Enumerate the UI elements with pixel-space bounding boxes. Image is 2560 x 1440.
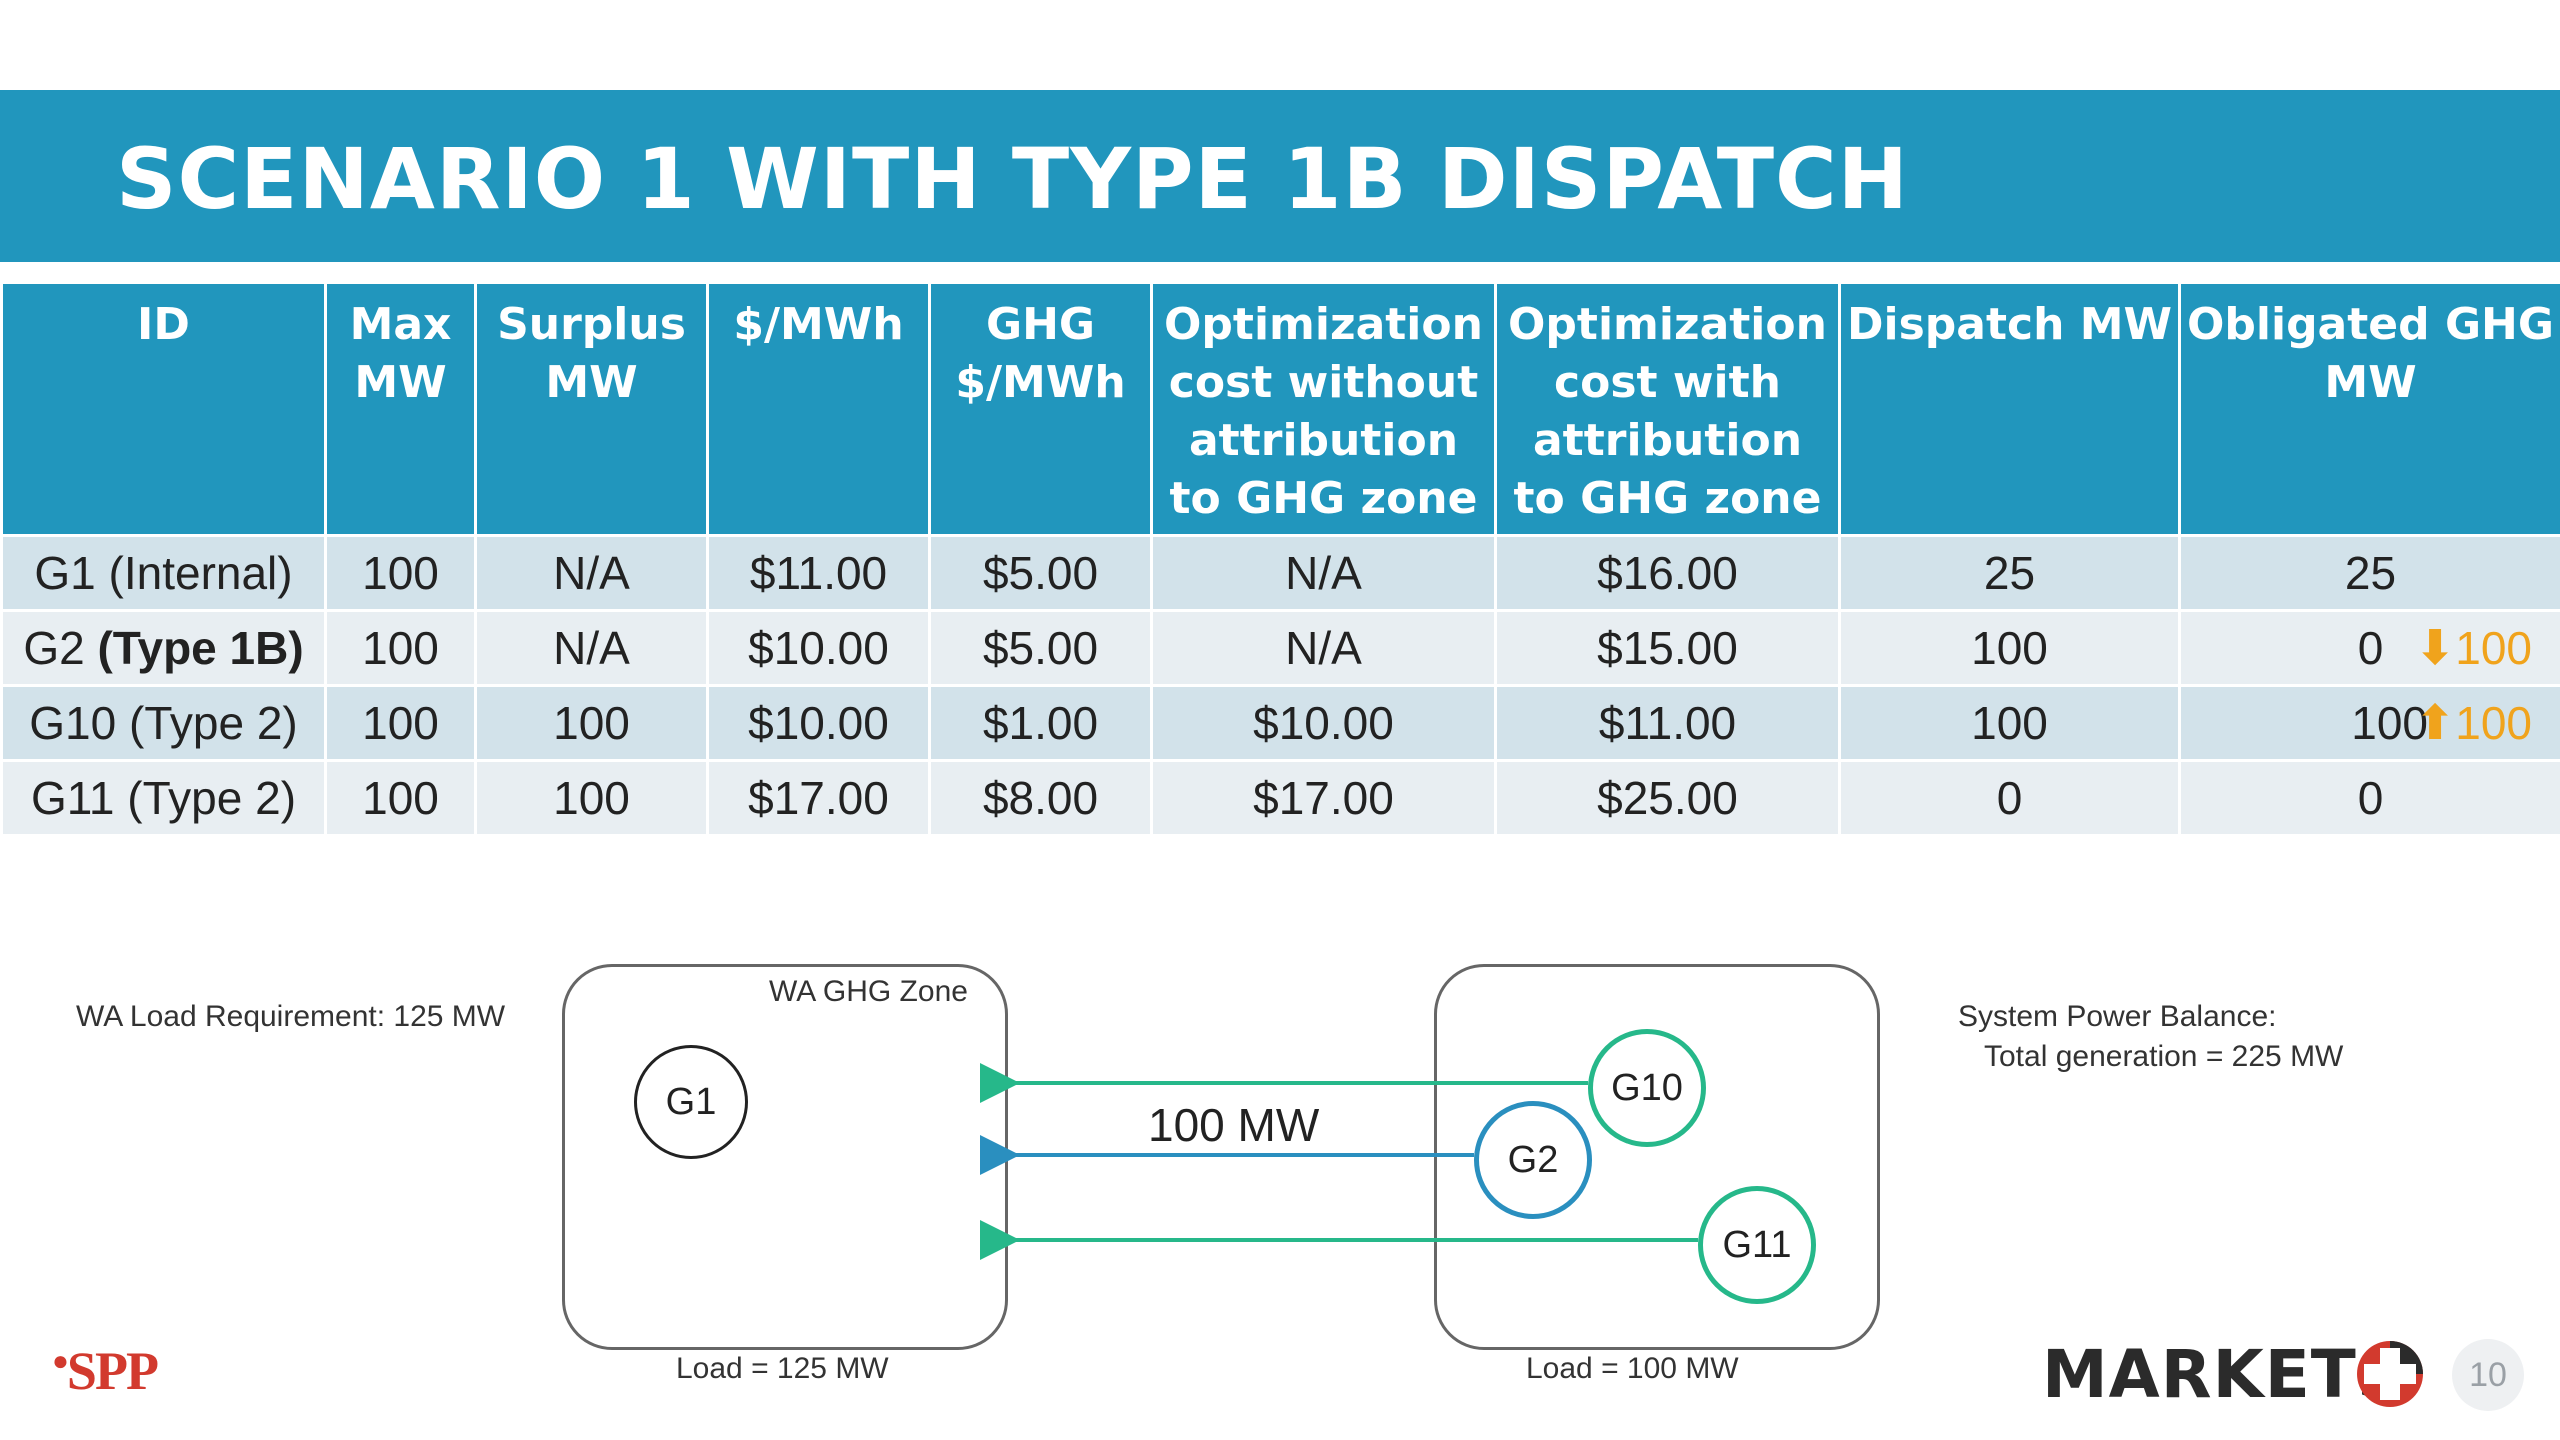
ghg-price-cell: $8.00 [928,759,1153,837]
header-ghg-price: GHG $/MWh [928,281,1153,537]
price-cell: $10.00 [706,609,931,687]
obligated-mw-value: 100 [2351,697,2428,749]
cost-without-cell: $10.00 [1150,684,1497,762]
generator-name: G10 [29,697,129,749]
table-header-row: ID Max MW Surplus MW $/MWh GHG $/MWh Opt… [0,281,2560,537]
price-cell: $10.00 [706,684,931,762]
generator-name: G2 [23,622,98,674]
header-price: $/MWh [706,281,931,537]
generator-name: G11 [30,772,128,824]
max-mw-cell: 100 [324,759,477,837]
ghg-price-cell: $1.00 [928,684,1153,762]
wa-zone-label: WA GHG Zone [769,975,968,1008]
header-obligated-mw: Obligated GHG MW [2178,281,2560,537]
generator-type: (Internal) [108,547,293,599]
wa-load-requirement: WA Load Requirement: 125 MW [76,1000,506,1033]
header-cost-with: Optimization cost with attribution to GH… [1494,281,1841,537]
table-row: G11 (Type 2) 100 100 $17.00 $8.00 $17.00… [0,759,2560,837]
dispatch-mw-cell: 25 [1838,534,2181,612]
obligated-mw-cell: 0 [2178,759,2560,837]
obligated-mw-value: 0 [2357,622,2384,674]
price-cell: $11.00 [706,534,931,612]
slide-title: SCENARIO 1 WITH TYPE 1B DISPATCH [116,130,1909,228]
change-value: 100 [2455,622,2532,674]
table-row: G10 (Type 2) 100 100 $10.00 $1.00 $10.00… [0,684,2560,762]
row-id: G2 (Type 1B) [0,609,327,687]
generator-g2: G2 [1474,1101,1592,1219]
generator-type: (Type 2) [129,697,298,749]
dispatch-mw-cell: 0 [1838,759,2181,837]
markets-logo: MARKETS [2042,1336,2406,1413]
header-cost-without: Optimization cost without attribution to… [1150,281,1497,537]
header-id: ID [0,281,327,537]
surplus-mw-cell: N/A [474,609,709,687]
obligated-mw-value: 25 [2344,547,2397,599]
system-balance-title: System Power Balance: [1958,1000,2277,1033]
cost-without-cell: N/A [1150,609,1497,687]
obligated-mw-cell: 100 ⬆100 [2178,684,2560,762]
header-dispatch-mw: Dispatch MW [1838,281,2181,537]
row-id: G1 (Internal) [0,534,327,612]
cost-with-cell: $15.00 [1494,609,1841,687]
ghg-price-cell: $5.00 [928,534,1153,612]
wa-ghg-zone-box: WA GHG Zone [562,964,1008,1350]
spp-logo-text: SPP [66,1341,159,1401]
dispatch-mw-cell: 100 [1838,684,2181,762]
obligation-change: ⬆100 [2415,695,2532,751]
markets-plus-icon [2357,1341,2423,1407]
arrow-down-icon: ⬇ [2415,622,2456,675]
surplus-mw-cell: 100 [474,759,709,837]
max-mw-cell: 100 [324,684,477,762]
price-cell: $17.00 [706,759,931,837]
page-number: 10 [2452,1339,2524,1411]
arrow-up-icon: ⬆ [2415,697,2456,750]
generator-name: G1 [34,547,109,599]
cost-with-cell: $16.00 [1494,534,1841,612]
obligated-mw-value: 0 [2357,772,2384,824]
table-row: G2 (Type 1B) 100 N/A $10.00 $5.00 N/A $1… [0,609,2560,687]
obligation-change: ⬇100 [2415,620,2532,676]
cost-without-cell: $17.00 [1150,759,1497,837]
row-id: G11 (Type 2) [0,759,327,837]
left-load-label: Load = 125 MW [676,1352,889,1385]
surplus-mw-cell: 100 [474,684,709,762]
row-id: G10 (Type 2) [0,684,327,762]
title-band: SCENARIO 1 WITH TYPE 1B DISPATCH [0,90,2560,262]
header-max-mw: Max MW [324,281,477,537]
generator-g1: G1 [634,1045,748,1159]
right-load-label: Load = 100 MW [1526,1352,1739,1385]
surplus-mw-cell: N/A [474,534,709,612]
cost-with-cell: $11.00 [1494,684,1841,762]
system-balance-total: Total generation = 225 MW [1984,1040,2344,1073]
max-mw-cell: 100 [324,609,477,687]
max-mw-cell: 100 [324,534,477,612]
header-surplus-mw: Surplus MW [474,281,709,537]
cost-without-cell: N/A [1150,534,1497,612]
generator-g11: G11 [1698,1186,1816,1304]
dispatch-mw-cell: 100 [1838,609,2181,687]
generator-type: (Type 2) [127,772,297,824]
ghg-price-cell: $5.00 [928,609,1153,687]
spp-dot-icon: ● [52,1346,69,1377]
generator-g10: G10 [1588,1029,1706,1147]
spp-logo: ●SPP [52,1340,159,1402]
dispatch-table: ID Max MW Surplus MW $/MWh GHG $/MWh Opt… [0,281,2560,837]
table-row: G1 (Internal) 100 N/A $11.00 $5.00 N/A $… [0,534,2560,612]
flow-label: 100 MW [1148,1099,1320,1151]
obligated-mw-cell: 25 [2178,534,2560,612]
obligated-mw-cell: 0 ⬇100 [2178,609,2560,687]
change-value: 100 [2455,697,2532,749]
cost-with-cell: $25.00 [1494,759,1841,837]
generator-type: (Type 1B) [97,622,304,674]
